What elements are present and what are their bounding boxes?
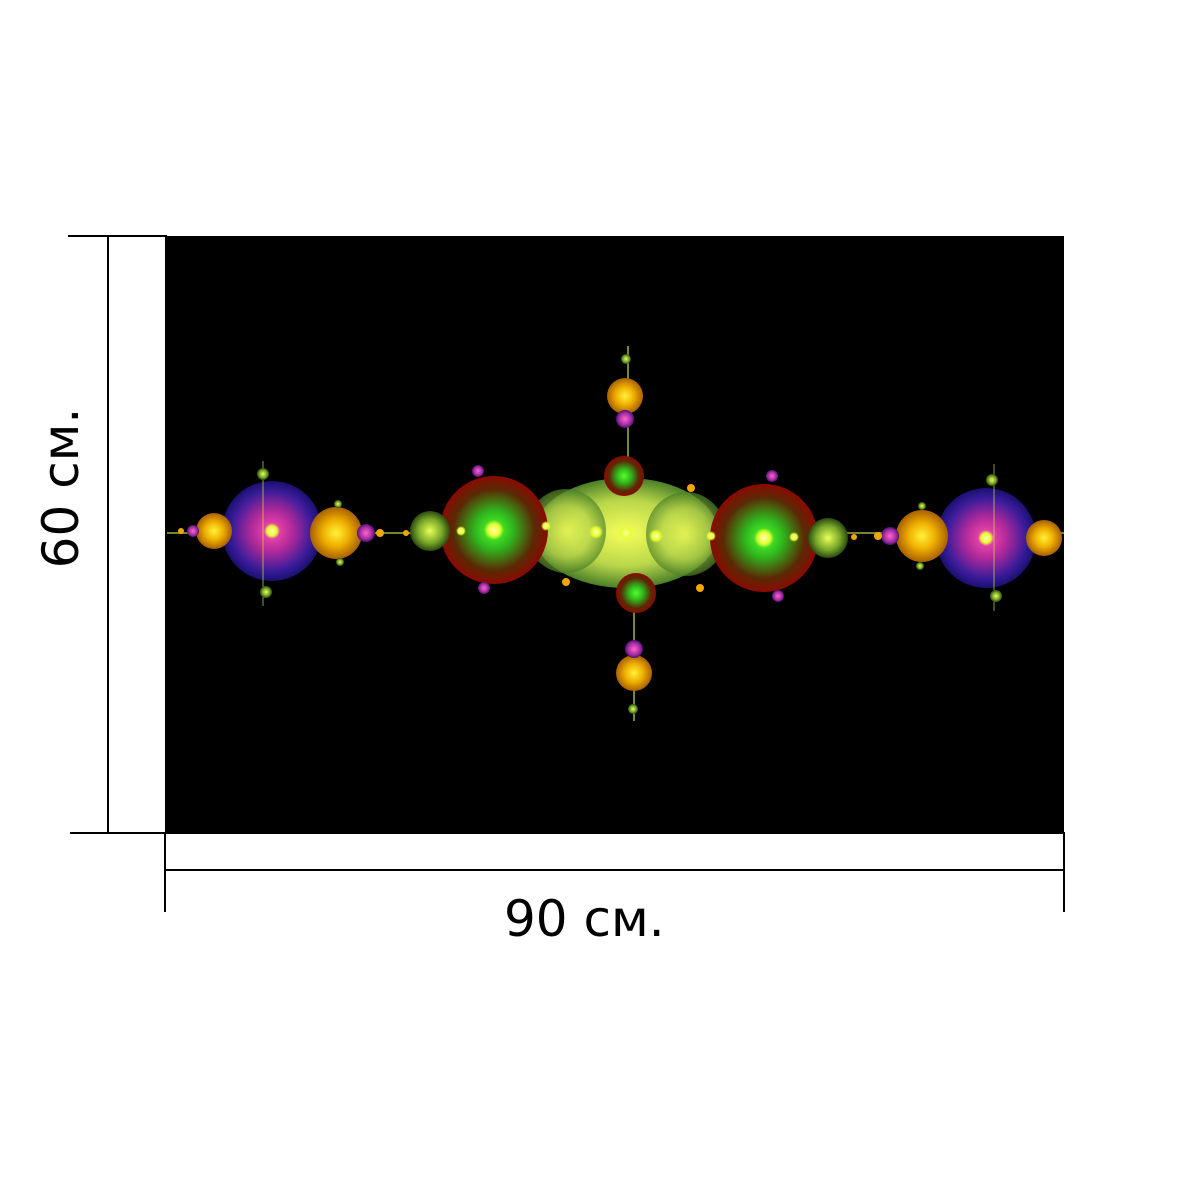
height-dimension-bottom-tick [70, 832, 166, 834]
fractal-artwork [166, 236, 1064, 833]
height-label: 60 см. [32, 407, 90, 569]
height-dimension-top-tick [68, 235, 166, 237]
width-dimension-right-tick [1063, 832, 1065, 912]
fractal-image [166, 346, 1064, 721]
width-dimension-left-tick [164, 832, 166, 912]
height-dimension-artwork-edge [165, 235, 167, 834]
width-dimension-artwork-edge [165, 832, 1065, 834]
width-label: 90 см. [504, 890, 665, 948]
height-dimension-line [107, 235, 109, 834]
width-dimension-line [165, 869, 1065, 871]
